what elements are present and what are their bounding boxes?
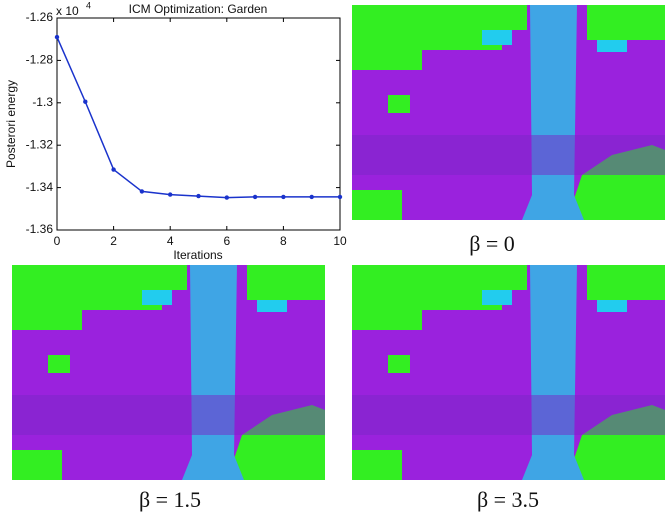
y-tick-label: -1.28 — [26, 53, 54, 67]
axis-multiplier: x 10 — [56, 4, 79, 18]
point-marker — [281, 194, 286, 200]
point-marker — [111, 167, 116, 172]
y-axis-label: Posterori energy — [4, 80, 18, 168]
segmentation-image — [12, 265, 325, 480]
caption: β = 0 — [469, 231, 515, 256]
point-marker — [224, 195, 229, 200]
point-marker — [54, 34, 60, 40]
x-axis-label: Iterations — [173, 248, 222, 262]
caption: β = 3.5 — [477, 487, 539, 512]
y-tick-label: -1.3 — [32, 95, 53, 109]
point-marker — [309, 194, 314, 200]
axis-multiplier-exponent: 4 — [86, 0, 91, 10]
x-tick-label: 8 — [280, 234, 287, 248]
point-marker — [196, 193, 201, 199]
segmentation-image — [352, 5, 665, 220]
segmentation-image — [352, 265, 665, 480]
x-tick-label: 10 — [333, 234, 347, 248]
caption: β = 1.5 — [139, 487, 201, 512]
point-marker — [168, 192, 173, 197]
x-tick-label: 6 — [223, 234, 230, 248]
y-tick-label: -1.26 — [26, 10, 54, 24]
x-tick-label: 4 — [167, 234, 174, 248]
x-tick-label: 2 — [110, 234, 117, 248]
point-marker — [337, 194, 343, 200]
point-marker — [83, 99, 88, 104]
chart-title: ICM Optimization: Garden — [129, 2, 268, 16]
y-tick-label: -1.34 — [26, 180, 54, 194]
x-tick-label: 0 — [54, 234, 61, 248]
point-marker — [139, 189, 145, 194]
y-tick-label: -1.32 — [26, 137, 54, 151]
y-tick-label: -1.36 — [26, 222, 54, 236]
point-marker — [252, 194, 258, 200]
